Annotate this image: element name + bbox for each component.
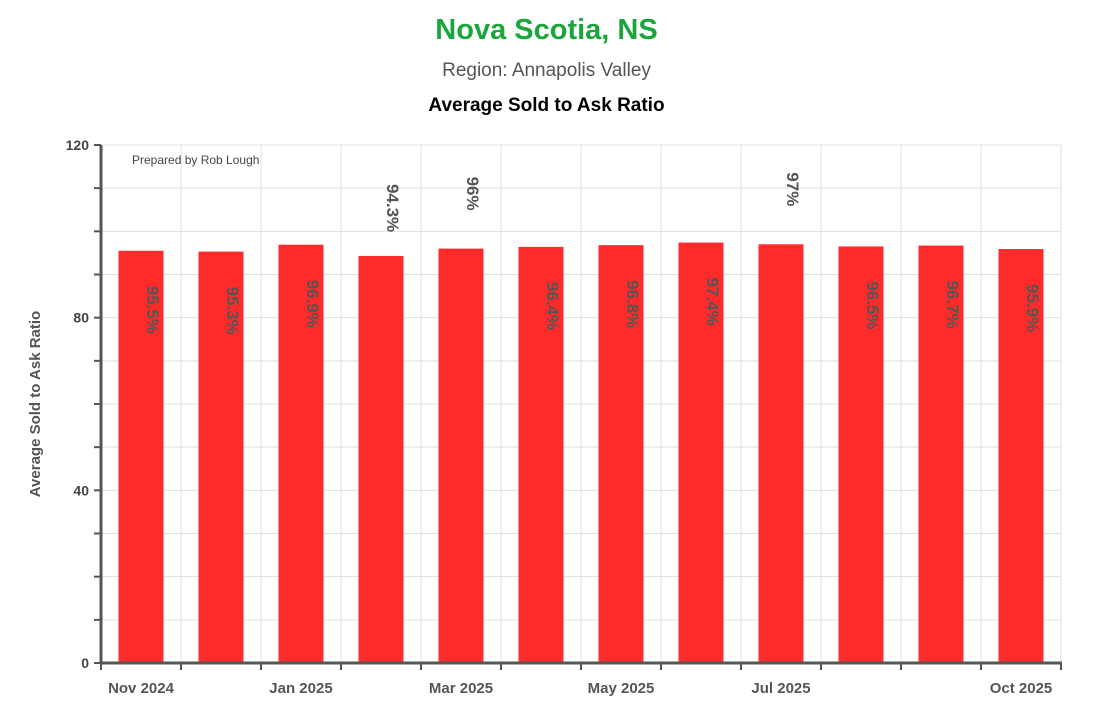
data-label: 96.9%	[303, 280, 322, 328]
y-tick-label: 0	[81, 655, 89, 671]
data-label: 95.5%	[143, 286, 162, 334]
data-label: 97%	[783, 172, 802, 206]
x-tick-label: Oct 2025	[990, 680, 1053, 697]
data-label: 94.3%	[383, 184, 402, 232]
data-label: 96.4%	[543, 282, 562, 330]
data-label: 97.4%	[703, 278, 722, 326]
bar	[438, 248, 484, 663]
bar	[118, 250, 164, 663]
data-label: 96.7%	[943, 281, 962, 329]
data-label: 96%	[463, 177, 482, 211]
bar	[278, 244, 324, 663]
bar	[998, 249, 1044, 663]
chart-subtitle: Region: Annapolis Valley	[442, 60, 651, 81]
x-tick-label: May 2025	[588, 680, 655, 697]
chart-title: Average Sold to Ask Ratio	[428, 95, 665, 116]
x-tick-label: Jul 2025	[751, 680, 810, 697]
y-tick-label: 120	[66, 137, 90, 153]
chart-main-title: Nova Scotia, NS	[435, 14, 658, 46]
bar	[678, 242, 724, 663]
data-label: 95.3%	[223, 287, 242, 335]
x-tick-label: Jan 2025	[269, 680, 332, 697]
x-tick-label: Nov 2024	[108, 680, 175, 697]
bar	[198, 251, 244, 663]
y-axis-title: Average Sold to Ask Ratio	[27, 311, 44, 497]
y-tick-label: 40	[73, 482, 89, 498]
data-label: 96.8%	[623, 280, 642, 328]
bar	[918, 245, 964, 663]
bar	[598, 245, 644, 663]
data-label: 95.9%	[1023, 284, 1042, 332]
y-tick-label: 80	[73, 310, 89, 326]
x-tick-label: Mar 2025	[429, 680, 493, 697]
bar	[358, 255, 404, 663]
bar	[838, 246, 884, 664]
bar	[518, 246, 564, 663]
bar	[758, 244, 804, 664]
data-label: 96.5%	[863, 281, 882, 329]
credit-text: Prepared by Rob Lough	[132, 153, 259, 167]
